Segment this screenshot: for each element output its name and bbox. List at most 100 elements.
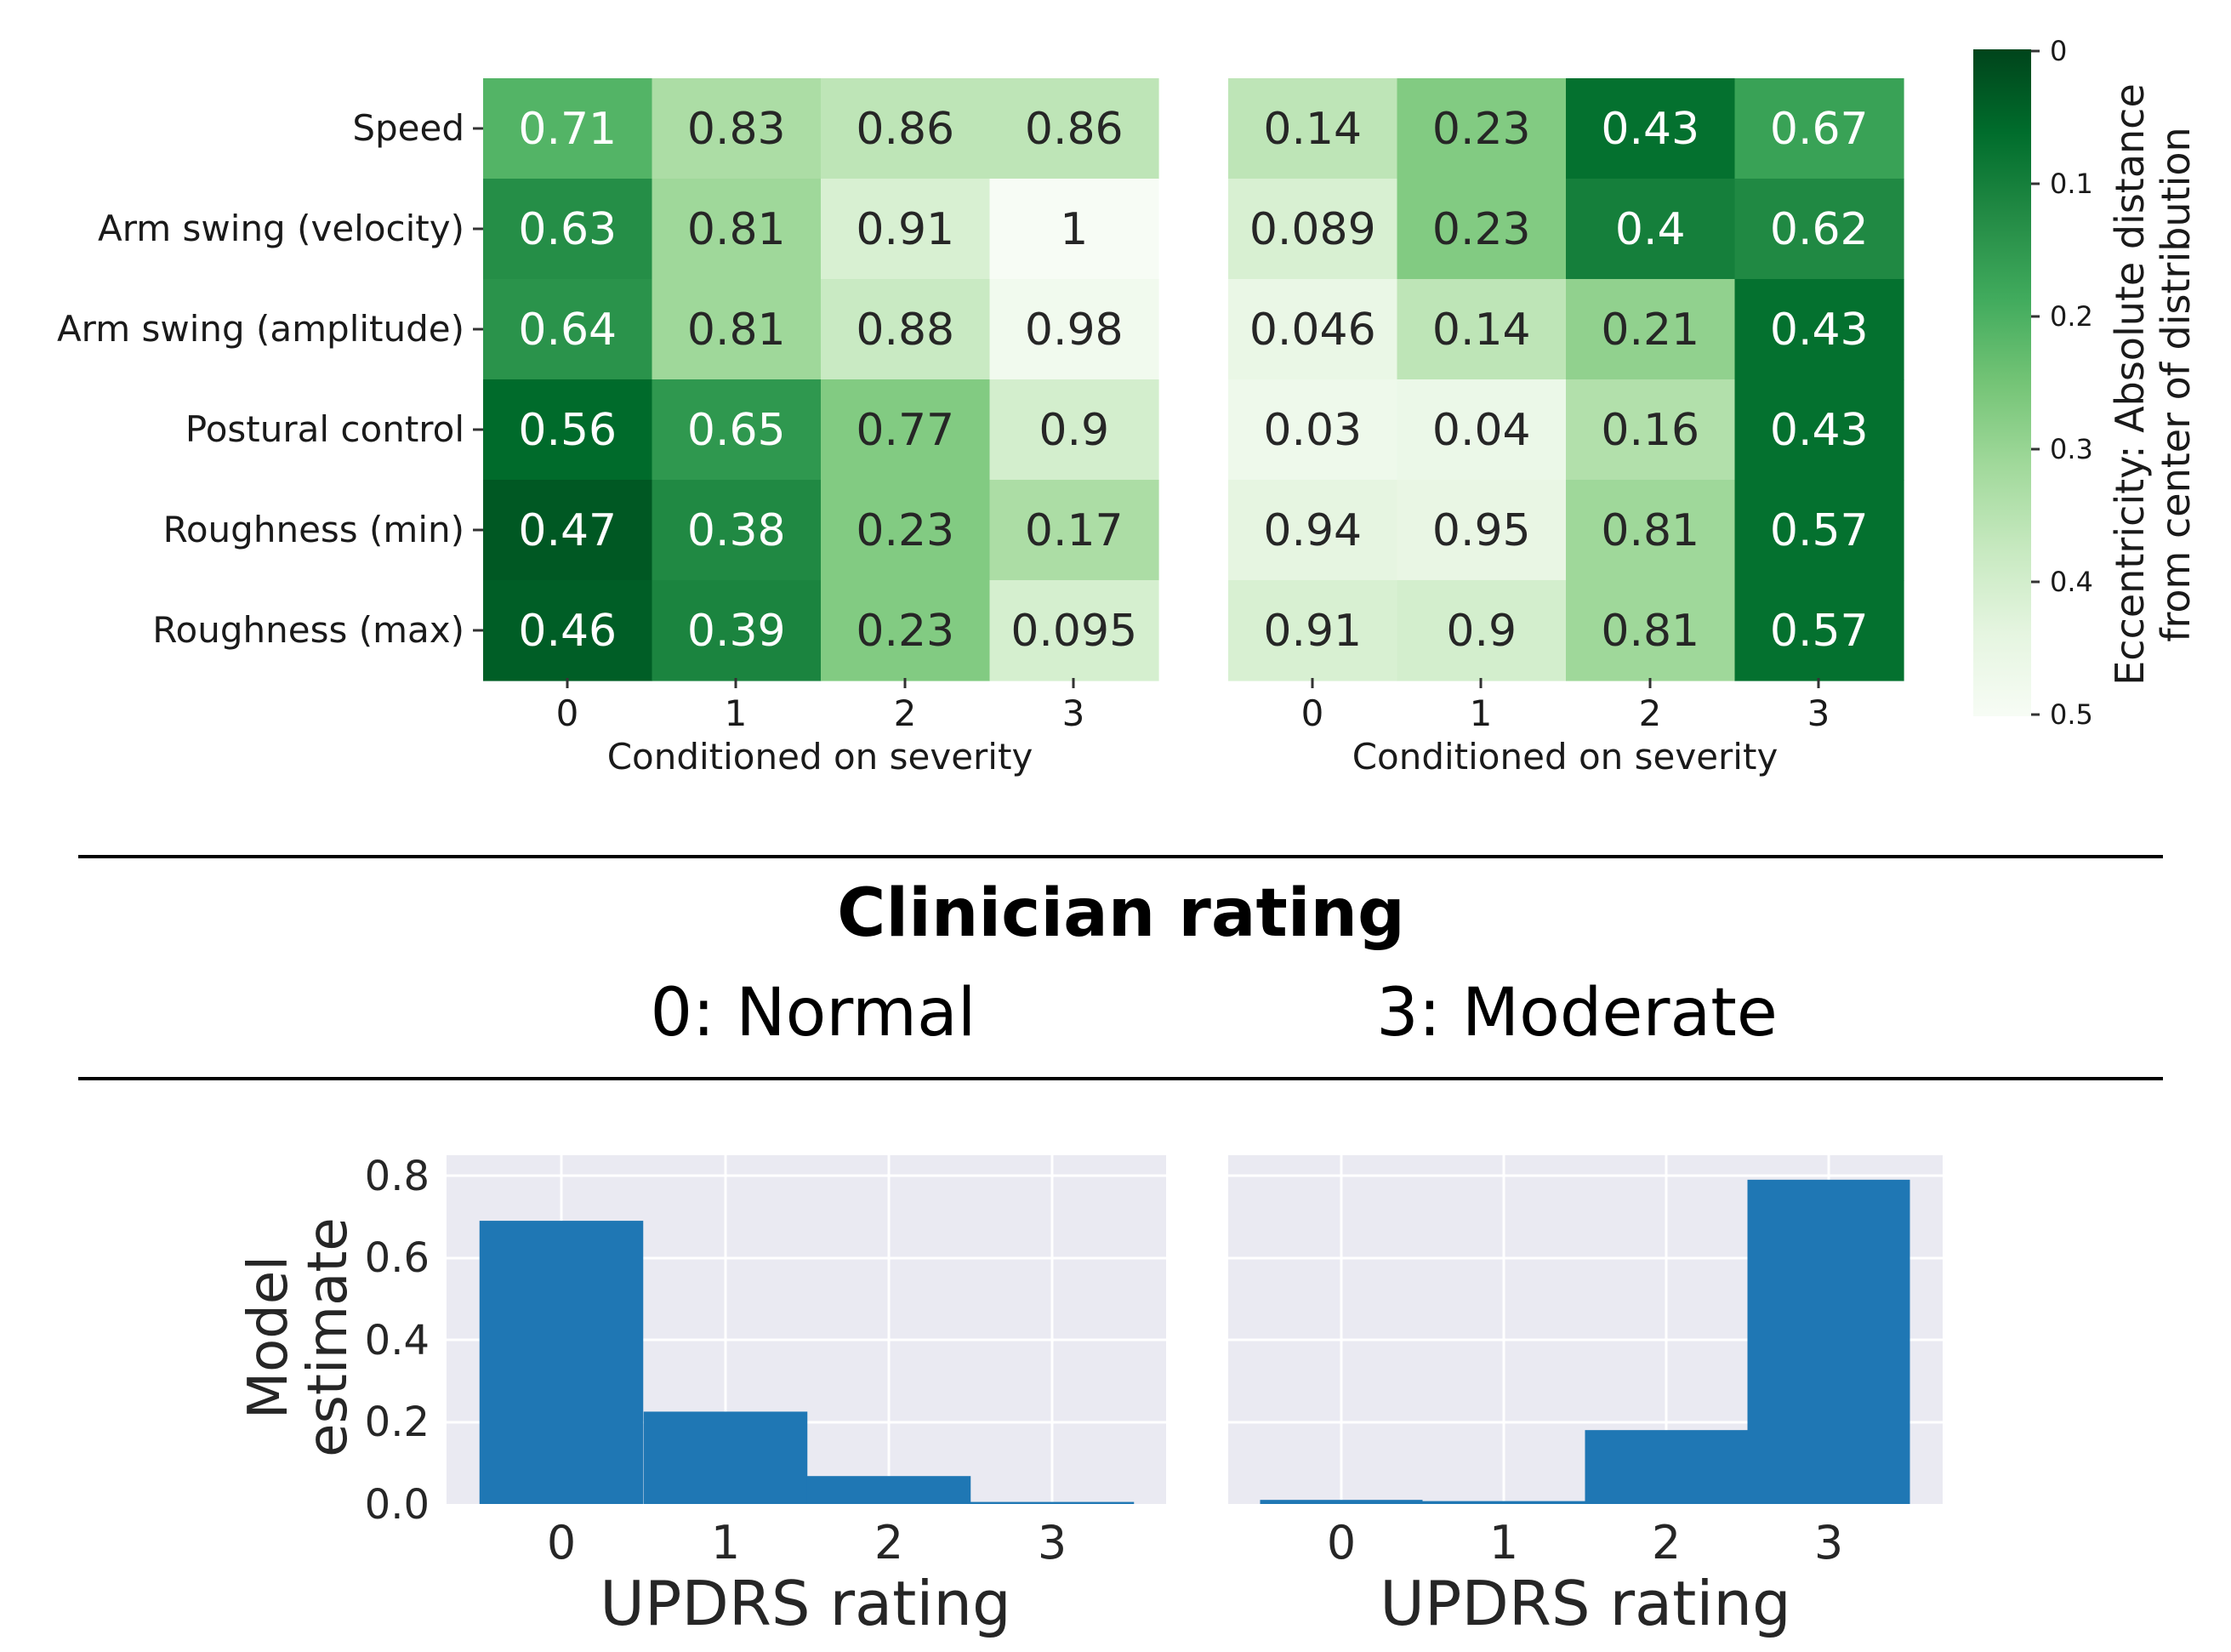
heatmap-cell (652, 580, 822, 681)
heatmap-left-xlabel: Conditioned on severity (607, 736, 1033, 778)
heatmap-cell (1228, 279, 1398, 380)
colorbar-tick-label: 0.1 (2050, 168, 2093, 200)
heatmap-cell (1228, 580, 1398, 681)
colorbar-label-line1: Eccentricity: Absolute distance (2107, 83, 2153, 686)
heatmap-cell-label: 0.57 (1770, 606, 1869, 657)
heatmap-cell (1397, 379, 1567, 481)
hm-left-xtick-3: 3 (1062, 692, 1085, 734)
bar-chart-left: 0.0 0.2 0.4 0.6 0.8 0 1 2 3 UPDRS rating… (237, 1153, 1166, 1639)
heatmap-cell-label: 0.47 (518, 505, 617, 556)
heatmap-cell (1566, 279, 1736, 380)
section-title: Clinician rating (837, 875, 1405, 952)
bar-1 (643, 1411, 808, 1504)
hm-right-xtick-3: 3 (1807, 692, 1830, 734)
bar-left-yticks: 0.0 0.2 0.4 0.6 0.8 (365, 1153, 430, 1529)
heatmap-cell-label: 0.81 (687, 204, 786, 255)
bar-left-xtick-2: 2 (874, 1516, 903, 1569)
bar-0 (1260, 1500, 1423, 1504)
heatmap-cell (652, 179, 822, 280)
heatmap-cell-label: 0.56 (518, 405, 617, 456)
heatmap-cell-label: 0.83 (687, 104, 786, 155)
bar-left-xtick-0: 0 (547, 1516, 576, 1569)
heatmap-cell-label: 0.43 (1601, 104, 1699, 155)
bar-ytick-label: 0.8 (365, 1153, 430, 1200)
heatmap-cell-label: 0.43 (1770, 305, 1869, 356)
heatmap-cell (1734, 379, 1904, 481)
heatmap-cell-label: 0.67 (1770, 104, 1869, 155)
heatmap-cell (989, 379, 1159, 481)
heatmap-cell-label: 0.14 (1263, 104, 1362, 155)
row-label-roughness-min: Roughness (min) (163, 509, 464, 550)
colorbar-gradient (1973, 49, 2031, 716)
bar-right-xtick-1: 1 (1489, 1516, 1518, 1569)
heatmap-cell (1397, 580, 1567, 681)
heatmap-cell (1228, 480, 1398, 581)
heatmap-cell (989, 279, 1159, 380)
bar-left-xticks: 0 1 2 3 (547, 1516, 1067, 1569)
heatmap-cell-label: 0.16 (1601, 405, 1699, 456)
heatmap-cell-label: 0.63 (518, 204, 617, 255)
heatmap-cell-label: 0.4 (1615, 204, 1686, 255)
condition-left-label: 0: Normal (651, 975, 976, 1051)
colorbar: 0 0.1 0.2 0.3 0.4 0.5 Eccentricity: Abso… (1973, 35, 2199, 731)
heatmap-cell (1734, 78, 1904, 179)
heatmap-left: 0.71 0.83 0.86 0.86 0.63 0.81 0.91 1 0.64 0.81 0.8… (483, 78, 1159, 681)
heatmap-cell (989, 480, 1159, 581)
hm-right-xtick-2: 2 (1639, 692, 1662, 734)
heatmap-cell-label: 0.86 (856, 104, 954, 155)
heatmap-cell (821, 580, 991, 681)
heatmap-cell-label: 0.17 (1025, 505, 1124, 556)
colorbar-tick-label: 0.2 (2050, 300, 2093, 333)
heatmap-right-xticks: 0 1 2 3 (1301, 692, 1830, 734)
bar-right-xtick-2: 2 (1652, 1516, 1681, 1569)
heatmap-cell-label: 0.23 (1432, 104, 1531, 155)
heatmap-cell-label: 0.71 (518, 104, 617, 155)
heatmap-cell-label: 0.57 (1770, 505, 1869, 556)
heatmap-cell-label: 1 (1060, 204, 1088, 255)
heatmap-cell (1734, 279, 1904, 380)
heatmap-cell (652, 279, 822, 380)
colorbar-tick-labels: 0 0.1 0.2 0.3 0.4 0.5 (2050, 35, 2093, 731)
bar-left-xtick-1: 1 (711, 1516, 740, 1569)
colorbar-ticks (2031, 49, 2040, 716)
colorbar-tick-label: 0.3 (2050, 433, 2093, 465)
heatmap-cell-label: 0.04 (1432, 405, 1531, 456)
heatmap-cell-label: 0.62 (1770, 204, 1869, 255)
heatmap-cell (821, 78, 991, 179)
heatmap-cell (483, 480, 653, 581)
heatmap-cell (483, 78, 653, 179)
bar-ytick-label: 0.4 (365, 1317, 430, 1364)
heatmap-cell-label: 0.65 (687, 405, 786, 456)
heatmap-cell (483, 379, 653, 481)
heatmap-cell (1397, 179, 1567, 280)
heatmap-cell (1566, 580, 1736, 681)
bar-2 (1585, 1430, 1748, 1504)
heatmap-cell (1397, 480, 1567, 581)
bars-right (1260, 1179, 1910, 1504)
heatmap-cell-label: 0.86 (1025, 104, 1124, 155)
heatmap-cell (483, 580, 653, 681)
bar-1 (1422, 1501, 1585, 1504)
heatmap-column-ticks (566, 678, 1820, 688)
heatmap-cell-label: 0.81 (687, 305, 786, 356)
heatmap-cell (821, 480, 991, 581)
heatmap-cell (652, 379, 822, 481)
heatmap-cell-label: 0.43 (1770, 405, 1869, 456)
row-label-arm-swing-velocity: Arm swing (velocity) (98, 208, 464, 249)
heatmap-right: 0.14 0.23 0.43 0.67 0.089 0.23 0.4 0.62 0.046 0.1… (1228, 78, 1904, 681)
bar-right-xticks: 0 1 2 3 (1327, 1516, 1843, 1569)
bars-left (479, 1221, 1135, 1504)
heatmap-cell (821, 279, 991, 380)
heatmap-cell (1566, 179, 1736, 280)
heatmap-cell-label: 0.39 (687, 606, 786, 657)
row-label-roughness-max: Roughness (max) (152, 609, 464, 651)
bar-3 (1747, 1179, 1910, 1504)
hm-left-xtick-0: 0 (556, 692, 579, 734)
heatmap-cell (1397, 78, 1567, 179)
heatmap-cell-label: 0.98 (1025, 305, 1124, 356)
heatmap-cell (483, 279, 653, 380)
heatmap-row-ticks (473, 127, 483, 632)
heatmap-cell (483, 179, 653, 280)
heatmap-cell (989, 580, 1159, 681)
